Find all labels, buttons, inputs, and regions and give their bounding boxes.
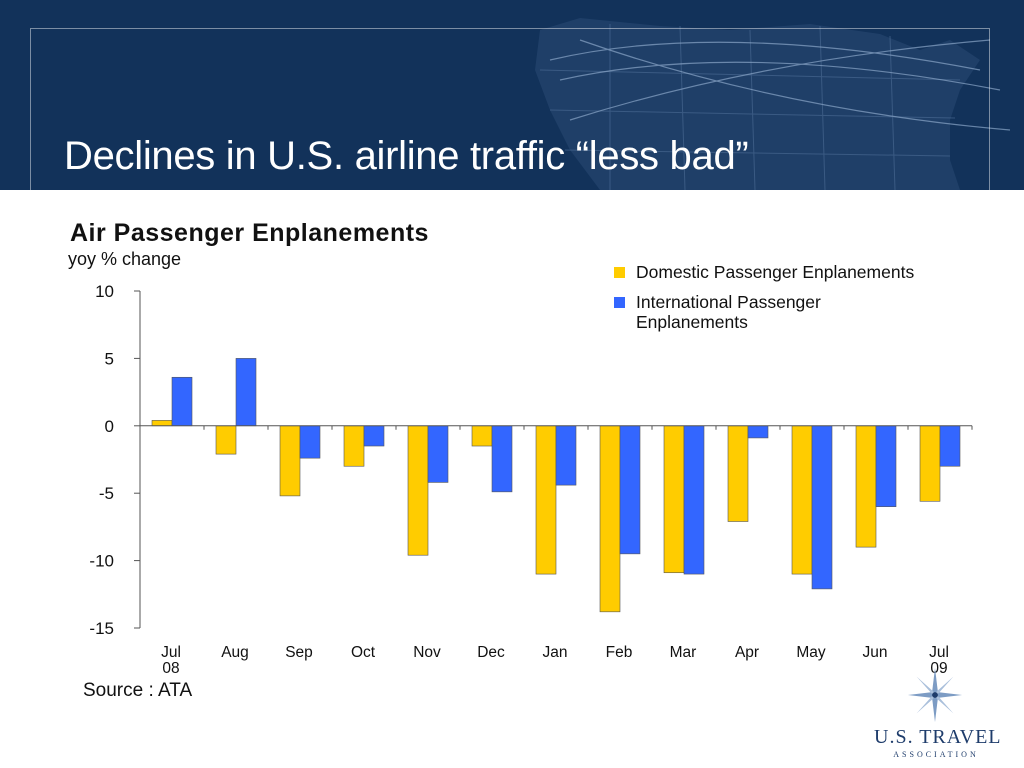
us-map-background [535,18,1011,190]
x-tick-label: Jun [863,644,888,661]
bar-domestic-jun [855,425,877,548]
x-tick-label: Mar [670,644,697,661]
bar-domestic-apr [727,425,749,522]
us-travel-logo: U.S. TRAVEL ASSOCIATION [874,662,1004,762]
y-tick-label: 0 [105,417,114,436]
x-tick-year-label: 08 [162,660,179,677]
x-tick-label: Aug [221,644,249,661]
logo-subtitle: ASSOCIATION [893,750,979,759]
chart-title: Air Passenger Enplanements [70,219,429,247]
bar-domestic-jan [535,425,557,575]
x-tick-label: Jul [929,644,949,661]
bar-domestic-dec [471,425,493,447]
x-tick-label: Oct [351,644,376,661]
x-tick-label: Jan [543,644,568,661]
bar-domestic-nov [407,425,429,556]
x-tick-label: Jul [161,644,181,661]
legend-item-international: International Passenger Enplanements [612,292,932,332]
x-tick-label: Feb [606,644,633,661]
y-tick-label: 5 [105,349,114,368]
chart-legend: Domestic Passenger Enplanements Internat… [612,262,932,342]
bar-domestic-sep [279,425,301,497]
source-note: Source : ATA [83,680,193,701]
legend-swatch-international [614,297,625,308]
x-tick-label: Nov [413,644,441,661]
bar-domestic-jul-09 [919,425,941,502]
x-tick-label: Apr [735,644,759,661]
y-tick-label: 10 [95,282,114,301]
x-tick-label: May [796,644,826,661]
bar-international-feb [619,425,641,555]
bar-international-nov [427,425,449,483]
x-tick-label: Dec [477,644,505,661]
bar-international-sep [299,425,321,459]
bar-international-jun [875,425,897,507]
bar-international-oct [363,425,385,447]
bar-international-apr [747,425,769,439]
legend-label-domestic: Domestic Passenger Enplanements [636,262,915,282]
bar-domestic-may [791,425,813,575]
bar-international-jul-09 [939,425,961,467]
logo-name: U.S. TRAVEL [874,726,1002,748]
bar-domestic-jul-08 [151,420,173,427]
bar-international-may [811,425,833,590]
legend-label-international: International Passenger Enplanements [636,292,821,332]
bar-international-mar [683,425,705,575]
legend-item-domestic: Domestic Passenger Enplanements [612,262,932,282]
legend-swatch-domestic [614,267,625,278]
y-tick-label: -5 [99,484,114,503]
bar-domestic-feb [599,425,621,613]
y-axis-unit-label: yoy % change [68,249,182,269]
compass-star-icon [907,667,963,723]
header-frame [30,28,990,190]
bar-domestic-oct [343,425,365,467]
bar-international-aug [235,358,257,427]
slide-header: Declines in U.S. airline traffic “less b… [0,0,1024,190]
bar-domestic-aug [215,425,237,455]
bar-domestic-mar [663,425,685,574]
slide-title: Declines in U.S. airline traffic “less b… [64,134,749,178]
bar-international-jul-08 [171,376,193,427]
y-tick-label: -15 [89,619,114,638]
bar-international-dec [491,425,513,493]
y-tick-label: -10 [89,552,114,571]
x-tick-label: Sep [285,644,313,661]
bar-international-jan [555,425,577,486]
